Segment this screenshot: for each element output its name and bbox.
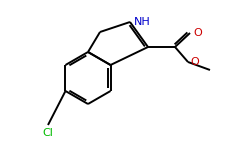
Text: NH: NH [134, 17, 151, 27]
Text: O: O [190, 57, 199, 67]
Text: O: O [193, 28, 202, 38]
Text: Cl: Cl [42, 128, 54, 138]
